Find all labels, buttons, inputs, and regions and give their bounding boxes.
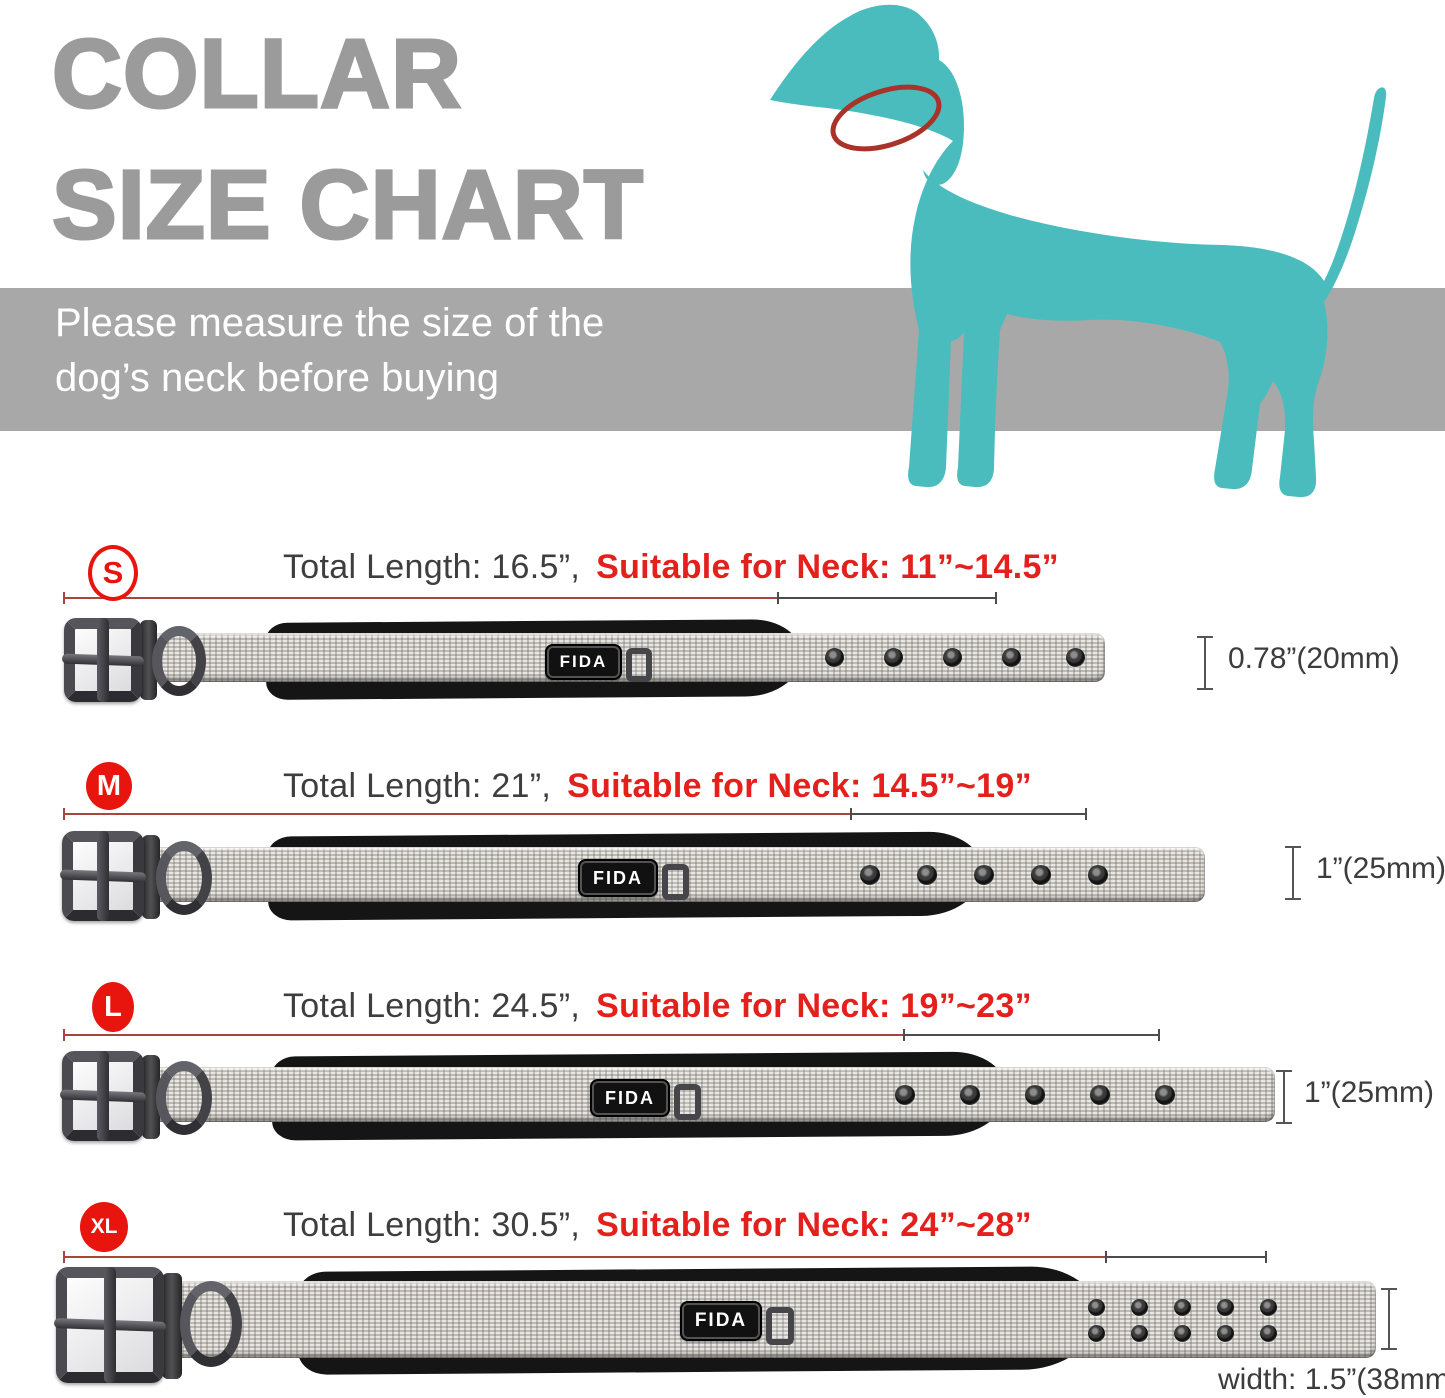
size-badge-xl-label: XL — [90, 1215, 118, 1238]
eyelet — [1025, 1085, 1045, 1105]
brand-label: FIDA — [590, 1079, 670, 1117]
eyelet — [860, 865, 880, 885]
brand-label: FIDA — [545, 644, 622, 680]
total-length-text: Total Length: 30.5”, — [283, 1206, 581, 1244]
buckle-icon — [62, 831, 144, 921]
d-ring-icon — [152, 626, 206, 696]
d-ring-icon — [156, 841, 212, 915]
metal-loop-icon — [766, 1307, 794, 1345]
eyelet — [1260, 1325, 1277, 1342]
eyelet — [943, 648, 962, 667]
metal-loop-icon — [626, 648, 652, 682]
neck-range-text: Suitable for Neck: 14.5”~19” — [567, 767, 1032, 805]
collar-strap — [95, 1067, 1275, 1122]
width-bracket — [1381, 1288, 1397, 1350]
eyelet — [884, 648, 903, 667]
total-length-text: Total Length: 24.5”, — [283, 987, 581, 1025]
measure-line — [63, 591, 997, 605]
size-row-m: M Total Length: 21”, Suitable for Neck: 1… — [0, 745, 1445, 940]
eyelet — [1260, 1299, 1277, 1316]
width-label: 1”(25mm) — [1304, 1076, 1435, 1109]
eyelet — [895, 1085, 915, 1105]
size-badge-l-label: L — [104, 990, 122, 1023]
eyelet — [1155, 1085, 1175, 1105]
buckle-icon — [64, 618, 142, 702]
collar-image-xl: FIDA — [0, 1266, 1445, 1398]
eyelet — [1131, 1325, 1148, 1342]
measure-line — [63, 1028, 1160, 1042]
eyelet — [1088, 1325, 1105, 1342]
eyelet — [1131, 1299, 1148, 1316]
eyelet — [1002, 648, 1021, 667]
buckle-keeper — [142, 1055, 160, 1139]
buckle-icon — [62, 1051, 144, 1141]
collar-image-s: FIDA — [0, 618, 1445, 718]
eyelet — [1217, 1299, 1234, 1316]
metal-loop-icon — [662, 864, 689, 900]
width-bracket — [1285, 846, 1301, 900]
total-length-text: Total Length: 21”, — [283, 767, 552, 805]
banner-text-line1: Please measure the size of the — [55, 301, 605, 345]
brand-label: FIDA — [680, 1301, 762, 1341]
brand-label: FIDA — [578, 859, 658, 897]
collar-image-l: FIDA — [0, 1051, 1445, 1159]
size-spec-s: Total Length: 16.5”, Suitable for Neck: 1… — [283, 548, 1059, 587]
size-row-l: L Total Length: 24.5”, Suitable for Neck:… — [0, 965, 1445, 1165]
size-badge-m-label: M — [96, 769, 122, 802]
width-bracket — [1197, 636, 1213, 690]
size-badge-m: M — [86, 762, 132, 810]
size-spec-m: Total Length: 21”, Suitable for Neck: 14.… — [283, 767, 1032, 806]
page-title: COLLAR SIZE CHART — [51, 8, 645, 270]
d-ring-icon — [156, 1061, 212, 1135]
size-badge-s-label: S — [102, 555, 124, 590]
neck-range-text: Suitable for Neck: 11”~14.5” — [596, 548, 1059, 586]
metal-loop-icon — [674, 1084, 701, 1120]
buckle-icon — [56, 1267, 164, 1383]
buckle-keeper — [140, 620, 157, 700]
size-badge-s: S — [88, 545, 138, 601]
size-spec-l: Total Length: 24.5”, Suitable for Neck: 1… — [283, 987, 1032, 1026]
width-label: 1”(25mm) — [1316, 852, 1445, 885]
banner-text-line2: dog’s neck before buying — [55, 356, 500, 400]
total-length-text: Total Length: 16.5”, — [283, 548, 581, 586]
width-label: 0.78”(20mm) — [1228, 642, 1400, 675]
collar-image-m: FIDA — [0, 831, 1445, 939]
eyelet — [1088, 1299, 1105, 1316]
size-row-xl: XL Total Length: 30.5”, Suitable for Neck… — [0, 1185, 1445, 1398]
eyelet — [974, 865, 994, 885]
size-spec-xl: Total Length: 30.5”, Suitable for Neck: 2… — [283, 1206, 1032, 1245]
buckle-keeper — [142, 835, 160, 919]
eyelet — [1066, 648, 1085, 667]
measure-line — [63, 1250, 1267, 1264]
dog-silhouette-illustration — [770, 4, 1387, 498]
eyelet — [1088, 865, 1108, 885]
neck-range-text: Suitable for Neck: 19”~23” — [596, 987, 1032, 1025]
eyelet — [917, 865, 937, 885]
buckle-keeper — [162, 1273, 182, 1379]
page-title-line2: SIZE CHART — [51, 149, 645, 261]
size-row-s: S Total Length: 16.5”, Suitable for Neck:… — [0, 530, 1445, 720]
d-ring-icon — [180, 1281, 242, 1367]
eyelet — [1217, 1325, 1234, 1342]
eyelet — [1090, 1085, 1110, 1105]
eyelet — [825, 648, 844, 667]
eyelet — [1031, 865, 1051, 885]
neck-collar-outline-icon — [830, 84, 942, 152]
measure-line — [63, 807, 1087, 821]
eyelet — [960, 1085, 980, 1105]
eyelet — [1174, 1325, 1191, 1342]
size-badge-xl: XL — [80, 1202, 128, 1252]
size-badge-l: L — [92, 982, 134, 1032]
page-title-line1: COLLAR — [51, 18, 463, 130]
eyelet — [1174, 1299, 1191, 1316]
width-bracket — [1276, 1070, 1292, 1124]
width-label: width: 1.5”(38mm) — [1218, 1363, 1445, 1396]
neck-range-text: Suitable for Neck: 24”~28” — [596, 1206, 1032, 1244]
